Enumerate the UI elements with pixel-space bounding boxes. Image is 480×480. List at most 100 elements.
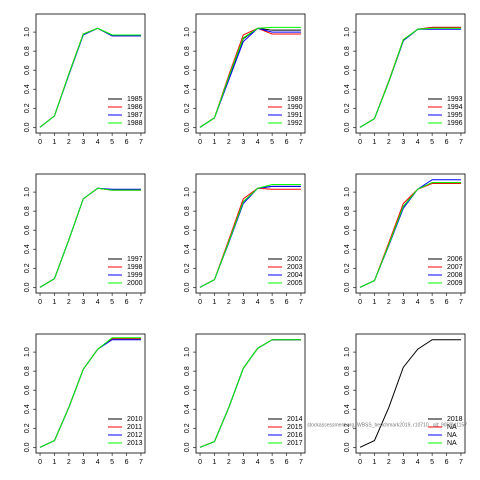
y-tick-label: 0.0 [184, 122, 191, 132]
series-line [39, 187, 141, 288]
x-tick-label: 6 [445, 299, 449, 306]
plot-frame [355, 333, 466, 454]
x-tick-label: 6 [285, 299, 289, 306]
series-line [199, 339, 301, 448]
legend-label: 1986 [127, 104, 143, 111]
x-tick-label: 7 [459, 459, 463, 466]
y-tick-label: 1.0 [344, 27, 351, 37]
legend-label: 1990 [287, 104, 303, 111]
legend-label: 2016 [287, 432, 303, 439]
y-tick-label: 0.2 [184, 263, 191, 273]
x-tick-label: 0 [358, 139, 362, 146]
x-tick-label: 3 [401, 139, 405, 146]
y-tick-label: 0.2 [24, 423, 31, 433]
legend-label: 2014 [287, 416, 303, 423]
x-tick-label: 3 [401, 459, 405, 466]
x-tick-label: 5 [430, 139, 434, 146]
x-tick-label: 5 [110, 459, 114, 466]
series-line [199, 185, 301, 288]
legend-label: NA [447, 432, 457, 439]
y-tick-label: 0.0 [24, 282, 31, 292]
y-tick-label: 0.0 [184, 282, 191, 292]
y-tick-label: 0.0 [184, 442, 191, 452]
legend-label: 1987 [127, 112, 143, 119]
series-line [39, 27, 141, 128]
series-line [39, 338, 141, 448]
series-line [359, 182, 461, 288]
x-tick-label: 2 [227, 299, 231, 306]
plot-frame [355, 13, 466, 134]
series-line [199, 183, 301, 288]
y-tick-label: 0.8 [24, 366, 31, 376]
x-tick-label: 1 [213, 139, 217, 146]
series-line [199, 27, 301, 128]
x-tick-label: 4 [96, 299, 100, 306]
series-line [359, 339, 461, 448]
plot-frame [35, 333, 146, 454]
y-tick-label: 0.8 [184, 46, 191, 56]
y-tick-label: 0.8 [184, 366, 191, 376]
x-tick-label: 6 [285, 459, 289, 466]
x-tick-label: 7 [459, 299, 463, 306]
y-tick-label: 0.6 [24, 385, 31, 395]
y-tick-label: 0.0 [24, 122, 31, 132]
x-tick-label: 6 [125, 459, 129, 466]
y-tick-label: 0.4 [184, 244, 191, 254]
legend-label: 1989 [287, 96, 303, 103]
y-tick-label: 0.8 [344, 366, 351, 376]
y-tick-label: 0.2 [184, 103, 191, 113]
y-tick-label: 1.0 [184, 187, 191, 197]
x-tick-label: 5 [430, 299, 434, 306]
legend-label: 2011 [127, 424, 142, 431]
plot-frame [35, 13, 146, 134]
legend-label: 1991 [287, 112, 303, 119]
x-tick-label: 4 [416, 299, 420, 306]
series-line [359, 27, 461, 128]
y-tick-label: 0.6 [24, 65, 31, 75]
y-tick-label: 1.0 [24, 347, 31, 357]
y-tick-label: 1.0 [344, 347, 351, 357]
y-tick-label: 0.6 [184, 385, 191, 395]
series-line [39, 187, 141, 288]
y-tick-label: 0.8 [344, 46, 351, 56]
legend-label: 1999 [127, 272, 143, 279]
legend-label: 2013 [127, 440, 143, 447]
y-tick-label: 0.2 [344, 423, 351, 433]
series-line [359, 26, 461, 128]
series-line [199, 185, 301, 288]
x-tick-label: 7 [139, 459, 143, 466]
x-tick-label: 1 [53, 459, 57, 466]
y-tick-label: 0.0 [24, 442, 31, 452]
legend-label: 1985 [127, 96, 143, 103]
plot-frame [195, 333, 306, 454]
x-tick-label: 7 [139, 299, 143, 306]
x-tick-label: 1 [373, 459, 377, 466]
y-tick-label: 1.0 [24, 187, 31, 197]
x-tick-label: 7 [299, 459, 303, 466]
y-tick-label: 0.2 [24, 263, 31, 273]
series-line [199, 339, 301, 448]
y-tick-label: 0.6 [184, 225, 191, 235]
x-tick-label: 7 [139, 139, 143, 146]
x-tick-label: 4 [96, 459, 100, 466]
x-tick-label: 2 [387, 459, 391, 466]
plot-frame [195, 173, 306, 294]
x-tick-label: 0 [38, 299, 42, 306]
y-tick-label: 0.4 [184, 404, 191, 414]
x-tick-label: 4 [416, 139, 420, 146]
x-tick-label: 1 [373, 299, 377, 306]
legend-label: 2012 [127, 432, 143, 439]
legend-label: 2008 [447, 272, 463, 279]
legend-label: 2004 [287, 272, 303, 279]
y-tick-label: 1.0 [184, 347, 191, 357]
x-tick-label: 1 [53, 139, 57, 146]
x-tick-label: 5 [430, 459, 434, 466]
y-tick-label: 0.4 [344, 244, 351, 254]
y-tick-label: 0.2 [24, 103, 31, 113]
y-tick-label: 0.6 [344, 65, 351, 75]
x-tick-label: 6 [445, 459, 449, 466]
series-line [199, 187, 301, 288]
x-tick-label: 5 [270, 459, 274, 466]
x-tick-label: 2 [67, 299, 71, 306]
x-tick-label: 5 [110, 299, 114, 306]
